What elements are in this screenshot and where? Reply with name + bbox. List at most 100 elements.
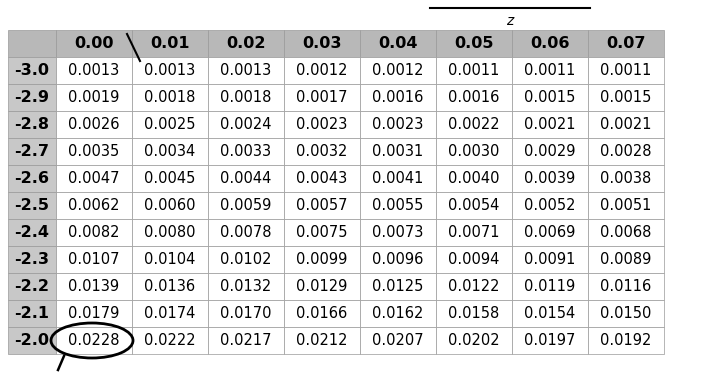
Text: 0.0217: 0.0217 [220, 333, 271, 348]
Bar [436, 30, 512, 57]
Bar [208, 327, 284, 354]
Text: 0.0222: 0.0222 [144, 333, 196, 348]
Text: 0.05: 0.05 [454, 36, 494, 51]
Text: 0.0045: 0.0045 [144, 171, 196, 186]
Bar [132, 111, 208, 138]
Bar [360, 273, 436, 300]
Text: 0.0104: 0.0104 [144, 252, 196, 267]
Bar [56, 273, 132, 300]
Text: 0.0179: 0.0179 [68, 306, 120, 321]
Text: 0.0139: 0.0139 [68, 279, 120, 294]
Text: 0.0071: 0.0071 [449, 225, 500, 240]
Text: 0.0202: 0.0202 [448, 333, 500, 348]
Text: -2.6: -2.6 [14, 171, 50, 186]
Bar [512, 57, 588, 84]
Bar [284, 57, 360, 84]
Bar [588, 57, 664, 84]
Text: 0.0075: 0.0075 [296, 225, 348, 240]
Bar [132, 192, 208, 219]
Bar [284, 30, 360, 57]
Bar [8, 192, 56, 219]
Bar [284, 165, 360, 192]
Text: 0.07: 0.07 [606, 36, 646, 51]
Bar [512, 138, 588, 165]
Text: -2.5: -2.5 [14, 198, 50, 213]
Bar [208, 138, 284, 165]
Text: 0.0054: 0.0054 [449, 198, 500, 213]
Text: 0.00: 0.00 [74, 36, 114, 51]
Text: 0.0019: 0.0019 [68, 90, 120, 105]
Text: 0.0016: 0.0016 [372, 90, 423, 105]
Bar [512, 165, 588, 192]
Bar [56, 84, 132, 111]
Text: 0.0011: 0.0011 [600, 63, 652, 78]
Bar [360, 57, 436, 84]
Bar [284, 300, 360, 327]
Bar [588, 246, 664, 273]
Bar [8, 111, 56, 138]
Text: 0.0028: 0.0028 [600, 144, 652, 159]
Text: 0.0051: 0.0051 [600, 198, 652, 213]
Text: 0.0094: 0.0094 [449, 252, 500, 267]
Bar [8, 327, 56, 354]
Bar [436, 138, 512, 165]
Text: 0.0044: 0.0044 [220, 171, 271, 186]
Text: 0.0029: 0.0029 [524, 144, 576, 159]
Bar [512, 111, 588, 138]
Bar [436, 111, 512, 138]
Bar [8, 300, 56, 327]
Text: 0.0170: 0.0170 [220, 306, 271, 321]
Text: 0.0023: 0.0023 [297, 117, 348, 132]
Text: 0.0018: 0.0018 [144, 90, 196, 105]
Bar [360, 84, 436, 111]
Text: 0.0122: 0.0122 [449, 279, 500, 294]
Bar [588, 138, 664, 165]
Bar [208, 246, 284, 273]
Text: 0.0031: 0.0031 [372, 144, 423, 159]
Bar [8, 30, 56, 57]
Text: 0.0015: 0.0015 [600, 90, 652, 105]
Text: 0.0040: 0.0040 [449, 171, 500, 186]
Bar [56, 165, 132, 192]
Text: 0.0026: 0.0026 [68, 117, 120, 132]
Bar [284, 111, 360, 138]
Bar [284, 84, 360, 111]
Text: 0.0057: 0.0057 [296, 198, 348, 213]
Bar [56, 219, 132, 246]
Bar [208, 192, 284, 219]
Bar [132, 165, 208, 192]
Text: 0.0099: 0.0099 [297, 252, 348, 267]
Bar [512, 246, 588, 273]
Text: -3.0: -3.0 [14, 63, 50, 78]
Bar [208, 273, 284, 300]
Bar [132, 300, 208, 327]
Bar [436, 327, 512, 354]
Bar [56, 57, 132, 84]
Text: 0.0154: 0.0154 [524, 306, 575, 321]
Bar [436, 165, 512, 192]
Bar [284, 327, 360, 354]
Text: -2.3: -2.3 [14, 252, 50, 267]
Bar [588, 165, 664, 192]
Text: -2.8: -2.8 [14, 117, 50, 132]
Text: 0.0119: 0.0119 [524, 279, 575, 294]
Text: 0.0107: 0.0107 [68, 252, 120, 267]
Bar [8, 246, 56, 273]
Text: 0.04: 0.04 [378, 36, 418, 51]
Text: 0.0038: 0.0038 [600, 171, 652, 186]
Bar [588, 111, 664, 138]
Text: 0.0192: 0.0192 [600, 333, 652, 348]
Text: 0.0060: 0.0060 [144, 198, 196, 213]
Text: 0.0034: 0.0034 [145, 144, 196, 159]
Text: 0.0174: 0.0174 [144, 306, 196, 321]
Bar [588, 219, 664, 246]
Text: -2.1: -2.1 [14, 306, 50, 321]
Text: 0.02: 0.02 [226, 36, 266, 51]
Bar [284, 192, 360, 219]
Text: 0.0166: 0.0166 [297, 306, 348, 321]
Text: 0.0039: 0.0039 [524, 171, 575, 186]
Bar [360, 165, 436, 192]
Bar [132, 84, 208, 111]
Bar [588, 30, 664, 57]
Text: 0.0021: 0.0021 [600, 117, 652, 132]
